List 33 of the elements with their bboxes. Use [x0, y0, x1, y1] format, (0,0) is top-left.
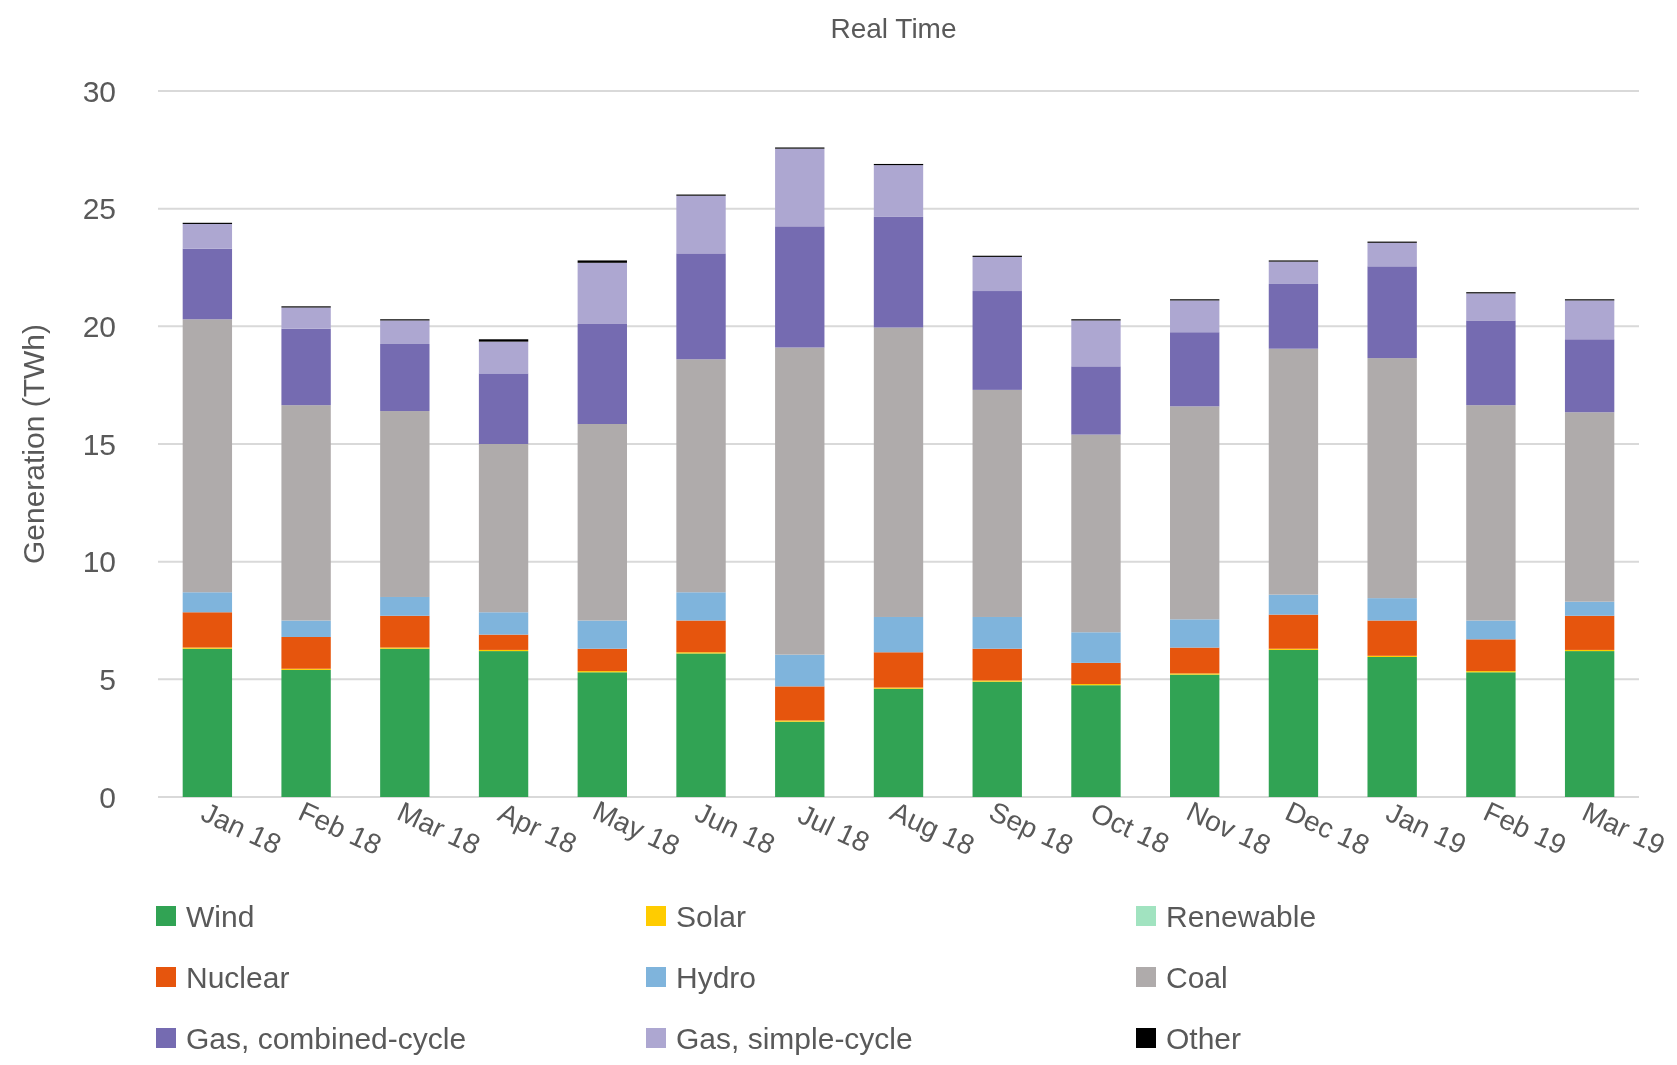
x-tick-label: Feb 19 — [1478, 795, 1571, 861]
x-tick-label: Jun 18 — [690, 796, 780, 861]
x-tick-label: Mar 19 — [1577, 795, 1670, 861]
x-tick-label: Nov 18 — [1181, 795, 1276, 862]
y-tick-label: 10 — [82, 545, 116, 579]
legend-label: Nuclear — [186, 960, 290, 994]
y-tick-label: 0 — [99, 780, 116, 814]
y-tick-label: 30 — [82, 74, 116, 108]
x-tick-label: Oct 18 — [1086, 796, 1174, 860]
chart-title: Real Time — [830, 13, 957, 44]
y-tick-label: 20 — [82, 309, 116, 343]
legend-label: Renewable — [1166, 899, 1317, 933]
legend-label: Gas, simple-cycle — [676, 1021, 913, 1055]
legend-label: Wind — [186, 899, 255, 933]
y-tick-label: 5 — [99, 662, 116, 696]
y-axis-title: Generation (TWh) — [17, 323, 50, 565]
x-tick-label: Feb 18 — [294, 795, 387, 861]
legend-label: Solar — [676, 899, 747, 933]
x-tick-label: Dec 18 — [1280, 795, 1375, 862]
x-tick-label: May 18 — [588, 794, 685, 862]
x-tick-label: Jan 19 — [1381, 796, 1471, 861]
x-tick-label: Jan 18 — [196, 796, 287, 861]
y-tick-label: 25 — [82, 192, 116, 226]
y-tick-label: 15 — [82, 427, 116, 461]
legend-label: Other — [1166, 1021, 1242, 1055]
x-tick-label: Sep 18 — [984, 795, 1079, 862]
x-tick-label: Aug 18 — [885, 795, 980, 862]
legend-label: Gas, combined-cycle — [186, 1021, 467, 1055]
x-tick-label: Mar 18 — [392, 795, 485, 861]
legend-label: Hydro — [676, 960, 757, 994]
x-tick-label: Apr 18 — [493, 796, 582, 860]
x-tick-label: Jul 18 — [793, 798, 875, 859]
legend-label: Coal — [1166, 960, 1228, 994]
